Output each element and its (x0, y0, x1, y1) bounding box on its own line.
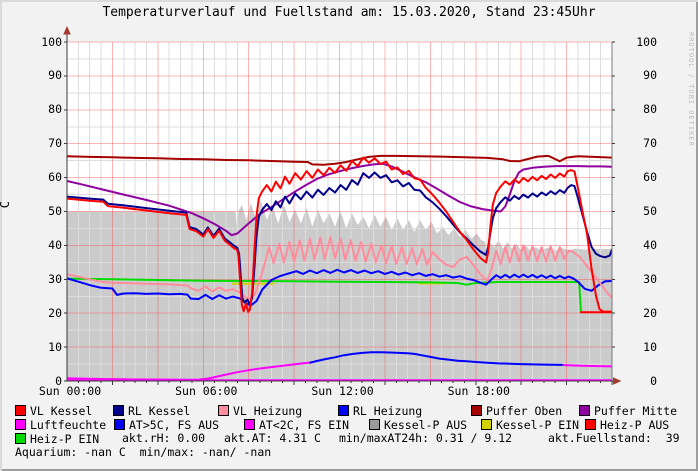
legend-item: Puffer Oben (471, 404, 562, 418)
y-tick-label-left: 100 (41, 34, 62, 49)
y-tick-label-left: 50 (48, 204, 62, 218)
legend-swatch (585, 419, 596, 430)
series-vl-kessel (67, 156, 612, 313)
x-tick-label: Sun 00:00 (38, 384, 102, 398)
legend-stat: akt.AT: 4.31 C (224, 432, 321, 445)
y-tick-label-right: 80 (643, 102, 657, 117)
y-tick-label-right: 60 (643, 170, 657, 185)
legend-swatch (114, 419, 125, 430)
legend-label: Heiz-P AUS (600, 418, 670, 432)
axes (64, 27, 619, 385)
legend-label: akt.AT: 4.31 C (224, 431, 321, 445)
legend-label: AT<2C, FS EIN (259, 418, 350, 432)
x-tick-label: Sun 06:00 (175, 384, 238, 398)
legend-item: RL Heizung (338, 404, 422, 418)
legend-item: Heiz-P EIN (15, 432, 99, 446)
legend-item: AT>5C, FS AUS (114, 418, 219, 432)
rrdtool-watermark: RRDTOOL / TOBI OETIKER (687, 32, 695, 147)
legend-label: Puffer Oben (486, 404, 563, 418)
y-tick-label-right: 20 (643, 305, 657, 320)
series-at-2c-fs-ein (67, 361, 314, 381)
legend-label: akt.rH: 0.00 (122, 431, 206, 445)
legend-label: VL Heizung (233, 404, 303, 418)
legend-label: akt.Fuellstand: 39 (548, 431, 680, 445)
legend-swatch (15, 419, 26, 430)
y-tick-label-right: 30 (643, 271, 657, 286)
legend-stat: akt.rH: 0.00 (122, 432, 205, 445)
legend-swatch (244, 419, 255, 430)
y-tick-label-left: 80 (48, 102, 62, 117)
legend-swatch (15, 405, 26, 416)
legend-swatch (218, 405, 229, 416)
legend-label: AT>5C, FS AUS (129, 418, 220, 432)
y-tick-label-right: 90 (643, 68, 657, 83)
legend-swatch (481, 419, 492, 430)
legend-item: Luftfeuchte (15, 418, 106, 432)
y-tick-label-left: 60 (48, 170, 62, 185)
y-tick-label-right: 50 (643, 204, 657, 218)
legend-item: VL Kessel (15, 404, 92, 418)
series-at-2c-fs-ein (558, 363, 612, 368)
x-tick-label: Sun 12:00 (311, 384, 374, 398)
series-rl-kessel (67, 171, 612, 306)
grid (67, 41, 612, 381)
x-axis-arrow (613, 377, 622, 385)
y-tick-label-left: 40 (48, 237, 62, 252)
legend-swatch (471, 405, 482, 416)
series-rl-heizung (67, 268, 612, 307)
legend-label: Heiz-P EIN (30, 432, 100, 446)
legend-item: VL Heizung (218, 404, 302, 418)
series-at-5c-fs-aus (309, 351, 563, 366)
y-tick-label-left: 90 (48, 68, 62, 83)
legend-item: Heiz-P AUS (585, 418, 669, 432)
legend-label: Luftfeuchte (30, 418, 107, 432)
legend-item: Kessel-P AUS (369, 418, 467, 432)
legend-swatch (338, 405, 349, 416)
legend-stat: min/maxAT24h: 0.31 / 9.12 (339, 432, 512, 445)
y-tick-label-left: 0 (55, 373, 62, 388)
y-tick-label-right: 40 (643, 237, 657, 252)
y-tick-label-left: 30 (48, 271, 62, 286)
legend-label: Kessel-P EIN (496, 418, 580, 432)
x-tick-label: Sun 18:00 (447, 384, 510, 398)
legend-label: Kessel-P AUS (384, 418, 468, 432)
y-tick-label-right: 0 (650, 373, 657, 388)
series-heiz-p-ein (67, 277, 582, 313)
y-tick-label-right: 10 (643, 339, 657, 354)
legend-label: VL Kessel (30, 404, 93, 418)
legend-item: Kessel-P EIN (481, 418, 579, 432)
legend-label: Puffer Mitte (594, 404, 678, 418)
series-vl-heizung (67, 235, 612, 300)
y-tick-label-right: 100 (636, 34, 657, 49)
legend-swatch (579, 405, 590, 416)
legend-label: RL Kessel (128, 404, 191, 418)
legend-item: RL Kessel (113, 404, 190, 418)
legend-item: Puffer Mitte (579, 404, 677, 418)
y-tick-label-right: 70 (643, 136, 657, 151)
y-tick-label-left: 10 (48, 339, 62, 354)
legend-swatch (113, 405, 124, 416)
legend-stat: Aquarium: -nan C min/max: -nan/ -nan (15, 446, 271, 459)
graph-title: Temperaturverlauf und Fuellstand am: 15.… (102, 5, 596, 20)
series-puffer-oben (67, 154, 612, 166)
legend-label: min/maxAT24h: 0.31 / 9.12 (339, 431, 513, 445)
legend-swatch (15, 433, 26, 444)
y-axis-arrow (63, 26, 71, 35)
y-tick-label-left: 70 (48, 136, 62, 151)
legend-swatch (369, 419, 380, 430)
y-tick-label-left: 20 (48, 305, 62, 320)
legend-stat: akt.Fuellstand: 39 (548, 432, 680, 445)
legend-item: AT<2C, FS EIN (244, 418, 349, 432)
legend-label: Aquarium: -nan C min/max: -nan/ -nan (15, 445, 272, 459)
legend-label: RL Heizung (353, 404, 423, 418)
